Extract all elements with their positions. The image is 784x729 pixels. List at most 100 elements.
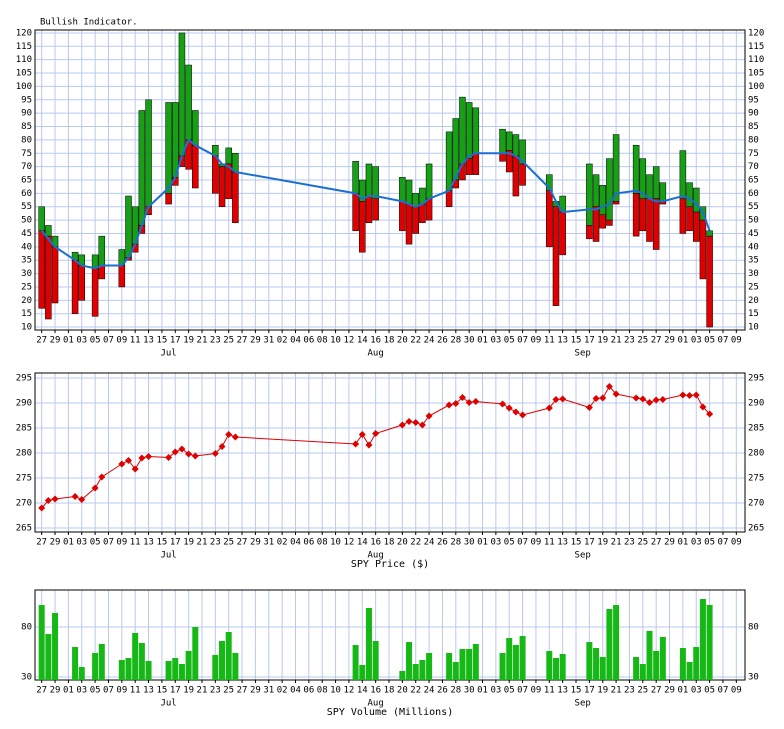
bearish-bar — [365, 195, 373, 224]
y-tick-label-right: 265 — [748, 524, 764, 534]
bearish-bar — [592, 206, 600, 242]
x-tick-label: 03 — [76, 686, 87, 696]
x-tick-label: 11 — [544, 336, 555, 346]
x-tick-label: 31 — [263, 686, 274, 696]
x-tick-label: 31 — [263, 336, 274, 346]
bearish-bar — [546, 190, 553, 248]
x-tick-label: 08 — [317, 538, 328, 548]
volume-bar — [45, 634, 52, 680]
price-marker — [592, 395, 600, 402]
y-tick-label: 110 — [16, 55, 32, 65]
y-tick-label: 80 — [21, 135, 32, 145]
bearish-bar — [45, 235, 52, 320]
y-tick-label-right: 295 — [748, 374, 764, 384]
bearish-bar — [632, 193, 640, 237]
bearish-bar — [699, 219, 707, 280]
bullish-bar — [652, 166, 660, 199]
bullish-bar — [505, 131, 513, 151]
y-tick-label-right: 75 — [748, 149, 759, 159]
bullish-bar — [98, 235, 106, 266]
x-tick-label: 29 — [664, 538, 675, 548]
x-tick-label: 10 — [330, 538, 341, 548]
volume-bar — [546, 651, 553, 680]
x-tick-label: 25 — [637, 336, 648, 346]
x-tick-label: 12 — [344, 336, 355, 346]
y-tick-label: 45 — [21, 229, 32, 239]
volume-bar — [178, 664, 185, 680]
volume-bar — [78, 667, 85, 680]
x-tick-label: 25 — [637, 686, 648, 696]
x-tick-label: 27 — [36, 336, 47, 346]
y-tick-label: 280 — [16, 449, 32, 459]
y-tick-label: 25 — [21, 282, 32, 292]
bearish-bar — [692, 211, 700, 242]
month-label: Jul — [160, 699, 176, 709]
x-tick-label: 11 — [544, 538, 555, 548]
x-tick-label: 20 — [397, 686, 408, 696]
price-marker — [145, 453, 153, 460]
bearish-bar — [646, 198, 653, 242]
bullish-bar — [172, 102, 179, 178]
x-tick-label: 21 — [197, 686, 208, 696]
volume-bar — [92, 653, 99, 680]
x-tick-label: 26 — [437, 336, 448, 346]
y-tick-label-right: 95 — [748, 95, 759, 105]
x-tick-label: 09 — [531, 336, 542, 346]
x-tick-label: 29 — [250, 686, 261, 696]
x-tick-label: 20 — [397, 336, 408, 346]
bearish-bar — [586, 225, 593, 240]
x-tick-label: 07 — [517, 538, 528, 548]
x-tick-label: 17 — [170, 686, 181, 696]
x-tick-label: 14 — [357, 686, 368, 696]
y-tick-label-right: 70 — [748, 162, 759, 172]
x-tick-label: 22 — [410, 336, 421, 346]
bullish-bar — [178, 32, 186, 157]
x-tick-label: 25 — [223, 336, 234, 346]
y-tick-label: 55 — [21, 202, 32, 212]
x-tick-label: 27 — [36, 686, 47, 696]
bullish-bar — [352, 161, 359, 194]
bearish-bar — [218, 166, 226, 207]
price-marker — [51, 495, 59, 503]
x-tick-label: 03 — [691, 336, 702, 346]
bearish-bar — [212, 155, 219, 194]
x-tick-label: 04 — [290, 336, 301, 346]
x-tick-label: 15 — [571, 538, 582, 548]
y-tick-label-right: 30 — [748, 673, 759, 683]
x-tick-label: 19 — [597, 336, 608, 346]
x-tick-label: 17 — [170, 336, 181, 346]
x-tick-label: 10 — [330, 686, 341, 696]
bullish-bar — [138, 110, 146, 226]
volume-bar — [452, 662, 459, 680]
bullish-bar — [586, 163, 593, 226]
y-tick-label: 40 — [21, 242, 32, 252]
x-tick-label: 03 — [490, 336, 501, 346]
y-tick-label: 85 — [21, 122, 32, 132]
bearish-bar — [445, 190, 453, 207]
x-tick-label: 30 — [464, 336, 475, 346]
x-tick-label: 13 — [557, 686, 568, 696]
bearish-bar — [399, 201, 406, 232]
bearish-bar — [38, 230, 45, 309]
bullish-bar — [646, 174, 653, 199]
bearish-bar — [352, 193, 359, 232]
x-tick-label: 11 — [544, 686, 555, 696]
price-marker — [225, 431, 233, 438]
x-tick-label: 08 — [317, 686, 328, 696]
price-marker — [418, 421, 426, 429]
bearish-bar — [652, 198, 660, 250]
x-tick-label: 15 — [156, 336, 167, 346]
bullish-bar — [592, 174, 600, 207]
bearish-bar — [465, 158, 473, 175]
price-marker — [465, 399, 473, 406]
x-tick-label: 09 — [116, 336, 127, 346]
x-tick-label: 11 — [130, 538, 141, 548]
price-marker — [445, 401, 453, 409]
x-tick-label: 23 — [624, 336, 635, 346]
axis-title: SPY Volume (Millions) — [327, 707, 453, 718]
x-tick-label: 29 — [50, 686, 61, 696]
volume-bar — [192, 627, 199, 680]
price-marker — [505, 404, 513, 412]
x-tick-label: 23 — [624, 538, 635, 548]
bullish-bar — [445, 131, 453, 191]
